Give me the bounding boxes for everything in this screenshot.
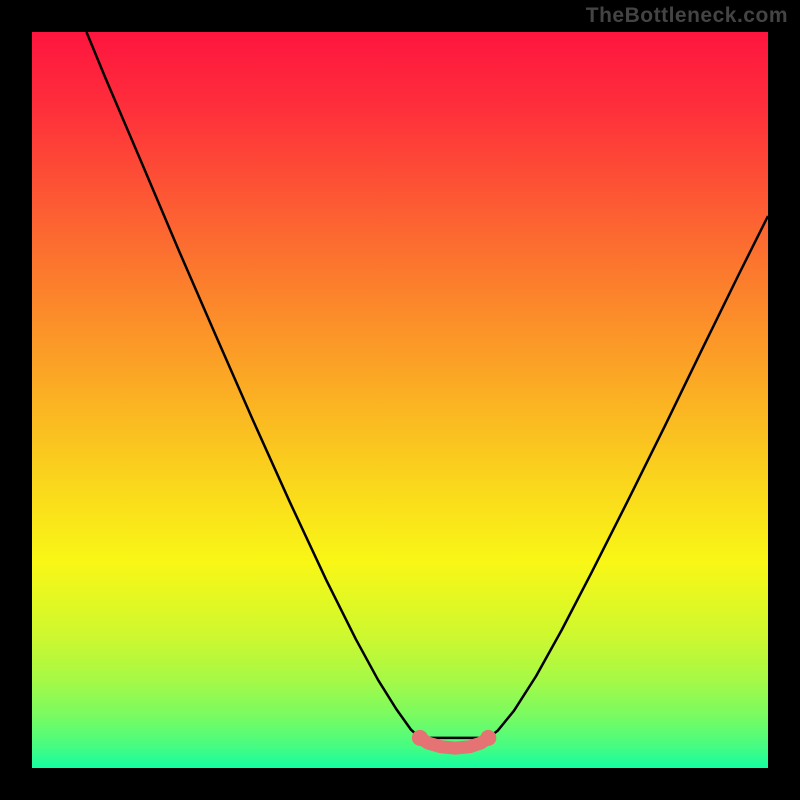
optimal-zone-dot xyxy=(480,730,496,746)
chart-container: { "watermark": { "text": "TheBottleneck.… xyxy=(0,0,800,800)
optimal-zone-dot xyxy=(412,730,428,746)
bottleneck-chart xyxy=(0,0,800,800)
plot-background xyxy=(32,32,768,768)
watermark-label: TheBottleneck.com xyxy=(586,4,788,28)
